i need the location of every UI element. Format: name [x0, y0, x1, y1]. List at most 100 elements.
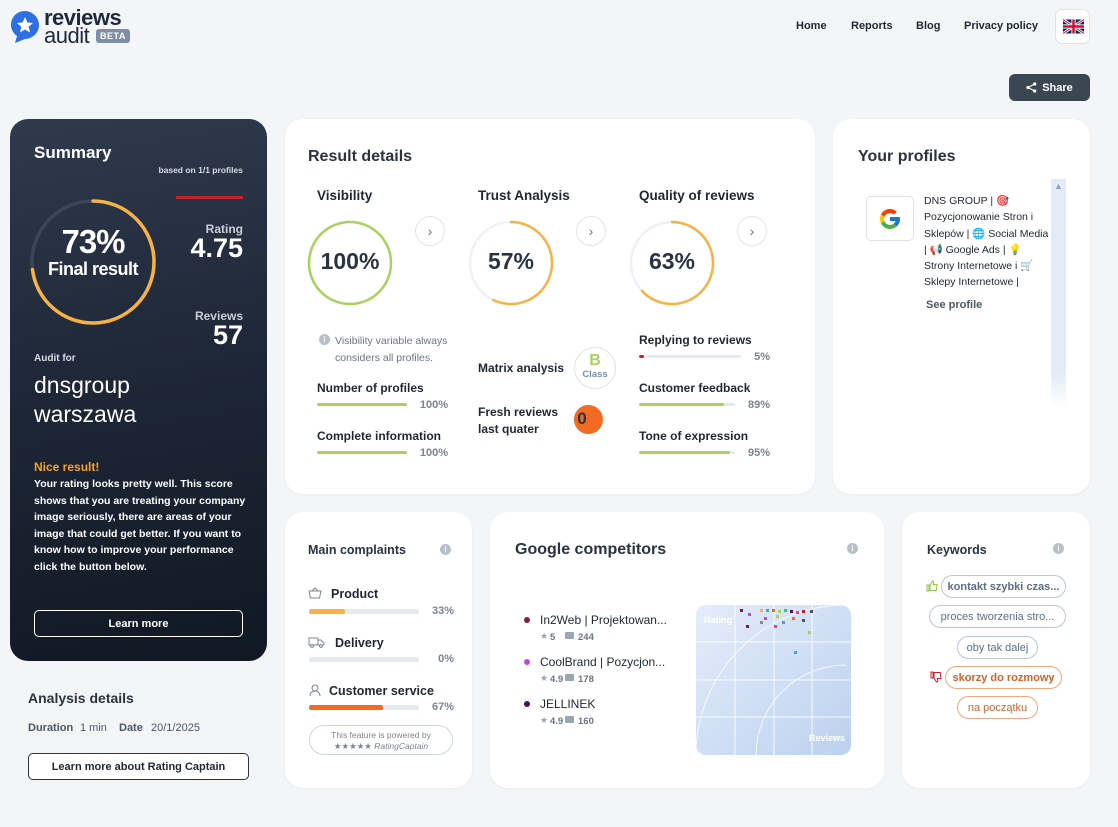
complaint-product-bar [309, 609, 419, 614]
metric-complete-information: Complete information [317, 429, 442, 443]
scatter-y-label: Rating [704, 615, 732, 625]
scatter-point [772, 609, 775, 612]
based-on-text: based on 1/1 profiles [158, 165, 243, 175]
complete-information-pct: 100% [419, 447, 448, 459]
logo[interactable]: reviews audit BETA [10, 5, 140, 48]
language-button[interactable] [1055, 9, 1090, 44]
keyword-positive-1[interactable]: kontakt szybki czas... [941, 575, 1066, 598]
customer-feedback-pct: 89% [747, 399, 770, 411]
star-icon: ★ [540, 631, 549, 641]
date-label: Date [119, 722, 143, 734]
nav-reports[interactable]: Reports [851, 20, 893, 32]
scatter-point [774, 625, 777, 628]
rating-accent-line [176, 196, 243, 199]
visibility-details-button[interactable]: › [415, 216, 445, 246]
scatter-point [746, 625, 749, 628]
matrix-class-badge: B Class [574, 347, 616, 389]
competitor-rating: 4.9 [550, 674, 564, 685]
basket-icon [308, 587, 322, 599]
complaint-service-label: Customer service [329, 684, 434, 698]
nav-blog[interactable]: Blog [916, 20, 941, 32]
keyword-positive-2[interactable]: proces tworzenia stro... [929, 605, 1066, 628]
complaint-product-label: Product [331, 587, 379, 601]
your-profiles-card: Your profiles DNS GROUP | 🎯 Pozycjonowan… [833, 119, 1090, 494]
profile-name: DNS GROUP | 🎯 Pozycjonowanie Stron i Skl… [924, 195, 1049, 289]
visibility-note: Visibility variable always considers all… [335, 335, 448, 364]
trust-title: Trust Analysis [478, 188, 570, 203]
nav-privacy[interactable]: Privacy policy [964, 20, 1038, 32]
see-profile-link[interactable]: See profile [926, 299, 983, 311]
competitor-reviews: 244 [578, 632, 594, 643]
competitor-item[interactable]: In2Web | Projektowan... ★ 5 244 [524, 613, 674, 649]
comment-icon [565, 674, 574, 681]
nice-result-heading: Nice result! [34, 460, 100, 474]
info-icon: i [319, 334, 330, 345]
comment-icon [565, 632, 574, 639]
class-letter: B [589, 352, 601, 369]
chevron-right-icon: › [749, 223, 755, 239]
quality-details-button[interactable]: › [737, 216, 767, 246]
quality-ring [629, 220, 715, 306]
nav-home[interactable]: Home [796, 20, 827, 32]
fresh-reviews-label: Fresh reviews last quater [478, 405, 559, 436]
rating-label: Rating [205, 222, 243, 236]
profiles-scrollbar[interactable]: ▲ [1051, 179, 1066, 407]
keywords-title: Keywords [927, 543, 987, 557]
scatter-point [776, 615, 779, 618]
quality-percent: 63% [648, 248, 696, 274]
competitor-reviews: 160 [578, 716, 594, 727]
complete-information-bar [317, 451, 407, 454]
truck-icon [308, 637, 325, 648]
matrix-analysis-label: Matrix analysis [478, 361, 565, 375]
google-icon [880, 208, 900, 229]
visibility-percent: 100% [320, 248, 380, 274]
beta-badge: BETA [96, 29, 130, 43]
scatter-point [792, 617, 795, 620]
metric-customer-feedback: Customer feedback [639, 381, 751, 395]
share-button[interactable]: Share [1009, 74, 1090, 101]
result-details-card: Result details Visibility › 100% i Visib… [285, 119, 815, 494]
competitor-color-dot [524, 617, 530, 623]
scatter-point [764, 617, 767, 620]
competitor-name: In2Web | Projektowan... [540, 613, 667, 627]
replying-bar [639, 355, 741, 358]
scatter-point [778, 610, 781, 613]
powered-by-line1: This feature is powered by [331, 730, 431, 740]
star-icon: ★ [540, 715, 549, 725]
keyword-negative-2[interactable]: na początku [957, 696, 1038, 719]
learn-more-button[interactable]: Learn more [34, 610, 243, 637]
trust-details-button[interactable]: › [576, 216, 606, 246]
visibility-title: Visibility [317, 188, 373, 203]
star-icon: ★ [540, 673, 549, 683]
scatter-plot [696, 605, 851, 755]
competitor-name: CoolBrand | Pozycjon... [540, 655, 666, 669]
fresh-reviews-value: 0 [577, 409, 587, 428]
chevron-right-icon: › [588, 223, 594, 239]
trust-percent: 57% [487, 248, 535, 274]
competitor-item[interactable]: JELLINEK ★ 4.9 160 [524, 697, 674, 733]
company-name-line1: dnsgroup [34, 372, 130, 398]
duration-value: 1 min [80, 722, 107, 734]
summary-title: Summary [34, 143, 112, 162]
reviews-value: 57 [212, 320, 243, 350]
competitor-name: JELLINEK [540, 697, 596, 711]
scatter-point [740, 609, 743, 612]
info-icon: i [1053, 543, 1064, 554]
uk-flag-icon [1063, 19, 1084, 34]
competitor-item[interactable]: CoolBrand | Pozycjon... ★ 4.9 178 [524, 655, 674, 691]
complaint-product-pct: 33% [431, 605, 454, 617]
audit-for-label: Audit for [34, 353, 76, 364]
complaint-delivery-label: Delivery [335, 636, 384, 650]
thumbs-up-icon [926, 580, 938, 592]
keyword-positive-3[interactable]: oby tak dalej [957, 636, 1038, 659]
share-icon [1026, 82, 1037, 93]
keyword-negative-1[interactable]: skorzy do rozmowy [945, 666, 1062, 689]
scatter-point [794, 651, 797, 654]
complaint-service-bar [309, 705, 419, 710]
powered-by-badge[interactable]: This feature is powered by ★★★★★ RatingC… [309, 725, 453, 755]
your-profiles-title: Your profiles [858, 148, 956, 165]
rating-captain-button[interactable]: Learn more about Rating Captain [28, 753, 249, 780]
share-label: Share [1042, 81, 1073, 94]
scatter-point [802, 610, 805, 613]
final-result-ring [30, 199, 156, 325]
